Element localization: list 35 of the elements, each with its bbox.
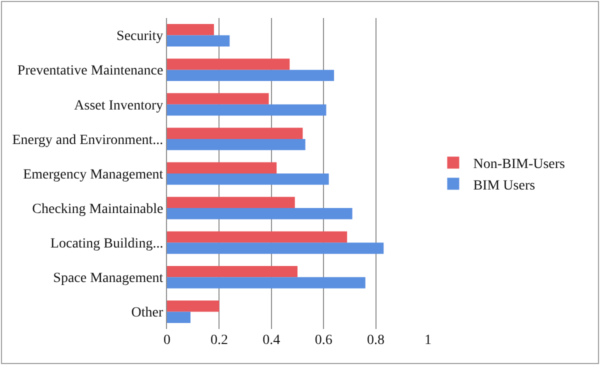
bar bbox=[167, 24, 214, 36]
bar bbox=[167, 196, 295, 208]
bar bbox=[167, 35, 230, 47]
bar bbox=[167, 208, 352, 220]
y-tick-label: Locating Building... bbox=[50, 236, 164, 252]
y-tick-label: Checking Maintainable bbox=[32, 202, 164, 217]
x-tick-label: 0.8 bbox=[367, 333, 385, 348]
bar bbox=[167, 277, 366, 288]
bar bbox=[167, 231, 348, 243]
x-tick-label: 0.2 bbox=[210, 333, 228, 348]
bar bbox=[167, 242, 384, 254]
x-tick-label: 0 bbox=[164, 333, 170, 348]
bar bbox=[167, 104, 326, 116]
bar bbox=[167, 70, 334, 82]
bar bbox=[167, 93, 269, 104]
y-tick-label: Emergency Management bbox=[23, 167, 164, 182]
bar bbox=[167, 312, 190, 323]
y-tick-label: Security bbox=[116, 29, 164, 44]
x-tick-label: 0.4 bbox=[262, 333, 280, 348]
legend-label: BIM Users bbox=[473, 178, 536, 194]
bar bbox=[167, 300, 220, 312]
bar bbox=[167, 174, 329, 185]
y-tick-label: Preventative Maintenance bbox=[17, 64, 164, 79]
bar bbox=[167, 162, 277, 174]
bar bbox=[167, 58, 290, 70]
x-tick-label: 1 bbox=[424, 333, 432, 348]
y-tick-label: Energy and Environment... bbox=[12, 132, 164, 148]
y-tick-label: Asset Inventory bbox=[74, 98, 164, 114]
bar bbox=[167, 128, 303, 139]
bar bbox=[167, 138, 306, 150]
y-tick-label: Space Management bbox=[53, 271, 164, 286]
y-tick-label: Other bbox=[131, 306, 164, 321]
x-tick-label: 0.6 bbox=[314, 333, 332, 348]
bar bbox=[167, 266, 298, 278]
legend-label: Non-BIM-Users bbox=[473, 157, 565, 172]
